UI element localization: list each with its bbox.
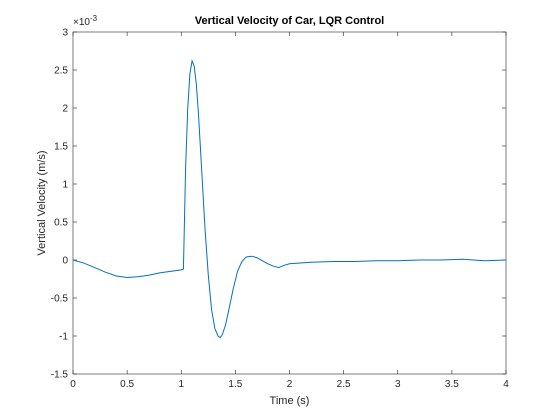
y-tick-label: 0.5 (54, 218, 68, 229)
y-multiplier: ×10-3 (73, 14, 98, 28)
chart-title: Vertical Velocity of Car, LQR Control (195, 15, 385, 27)
y-tick-label: 2 (62, 104, 68, 115)
x-tick-label: 1.5 (228, 379, 242, 390)
y-tick-label: 2.5 (54, 66, 68, 77)
y-tick-label: -1 (59, 332, 68, 343)
data-line (72, 59, 507, 339)
y-tick-label: 3 (62, 28, 68, 39)
x-tick-label: 0 (70, 379, 76, 390)
y-tick-label: -1.5 (51, 370, 69, 381)
x-tick-label: 1 (178, 379, 184, 390)
x-tick-label: 3 (395, 379, 401, 390)
y-tick-label: 1 (62, 180, 68, 191)
y-tick-label: 1.5 (54, 142, 68, 153)
x-tick-label: 4 (503, 379, 509, 390)
x-tick-label: 2 (287, 379, 293, 390)
x-tick-label: 3.5 (445, 379, 459, 390)
y-multiplier-exponent: -3 (90, 14, 98, 23)
y-tick-label: 0 (62, 256, 68, 267)
y-tick-label: -0.5 (51, 294, 69, 305)
y-multiplier-base: ×10 (73, 17, 90, 28)
plot-box (72, 31, 507, 375)
x-tick-label: 2.5 (337, 379, 351, 390)
x-tick-label: 0.5 (120, 379, 134, 390)
x-axis-label: Time (s) (270, 395, 310, 407)
y-axis-label: Vertical Velocity (m/s) (36, 150, 48, 255)
